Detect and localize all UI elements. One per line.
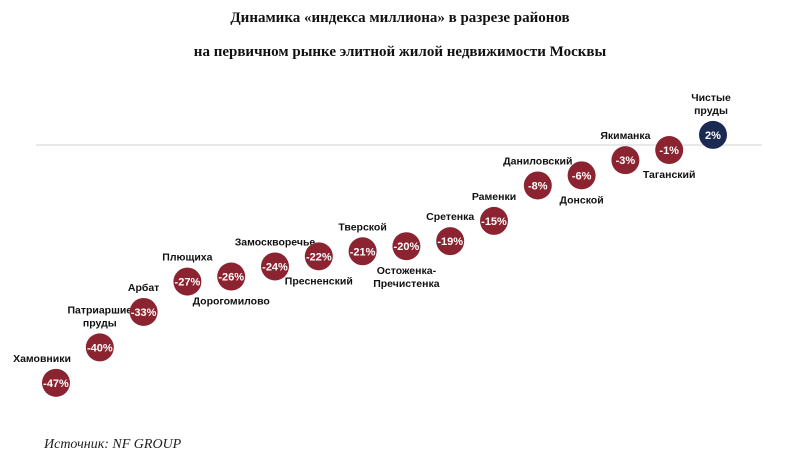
- data-point: -22% Пресненский: [285, 242, 353, 287]
- data-point: -24% Замоскворечье: [235, 236, 316, 281]
- data-point: -15% Раменки: [472, 191, 516, 235]
- source-note: Источник: NF GROUP: [44, 437, 182, 452]
- district-name-label: Арбат: [128, 282, 159, 294]
- district-name-label: Плющиха: [162, 252, 212, 264]
- data-point-marker: [348, 237, 377, 266]
- data-point-value-label: -40%: [87, 342, 113, 354]
- data-point-marker: [129, 297, 158, 326]
- district-name-label: Патриаршие пруды: [67, 304, 132, 329]
- district-name-label: Замоскворечье: [235, 236, 316, 248]
- data-point-marker: [85, 333, 114, 362]
- data-point: -6% Донской: [559, 161, 604, 206]
- data-point-value-label: -20%: [394, 241, 420, 253]
- data-point-marker: [567, 161, 596, 190]
- data-point-value-label: 2%: [705, 130, 721, 142]
- data-point-marker: [261, 252, 289, 281]
- data-point-value-label: -19%: [437, 236, 463, 248]
- data-point-value-label: -6%: [572, 170, 592, 182]
- chart-title-line1: Динамика «индекса миллиона» в разрезе ра…: [230, 10, 570, 26]
- data-point-marker: [304, 242, 333, 271]
- data-point-marker: [655, 136, 684, 165]
- data-point: -26% Дорогомилово: [193, 262, 270, 308]
- data-point-marker: [699, 120, 727, 149]
- data-point-value-label: -33%: [131, 307, 157, 319]
- data-point-value-label: -22%: [306, 251, 332, 263]
- data-point-value-label: -27%: [175, 277, 201, 289]
- data-point: -8% Даниловский: [503, 155, 572, 200]
- district-name-label: Даниловский: [503, 155, 572, 167]
- data-points-group: -47% Хамовники -40% Патриаршие пруды-33% Арба…: [13, 92, 731, 397]
- data-point-value-label: -21%: [350, 246, 376, 258]
- data-point-marker: [523, 171, 552, 200]
- data-point-marker: [217, 262, 246, 291]
- district-name-label: Пресненский: [285, 275, 353, 287]
- district-name-label: Остоженка-Пречистенка: [373, 265, 440, 290]
- district-name-label: Сретенка: [426, 211, 474, 223]
- data-point-value-label: -8%: [528, 180, 548, 192]
- district-name-label: Донской: [559, 194, 603, 206]
- data-point: -20% Остоженка-Пречистенка: [373, 232, 440, 290]
- data-point: -33% Арбат: [128, 282, 159, 326]
- data-point: -47% Хамовники: [13, 353, 71, 397]
- data-point-marker: [611, 146, 640, 175]
- data-point-marker: [392, 232, 421, 261]
- data-point: -3% Якиманка: [600, 130, 651, 175]
- data-point-value-label: -3%: [616, 155, 636, 167]
- data-point: -19% Сретенка: [426, 211, 474, 256]
- data-point: -21% Тверской: [338, 221, 387, 266]
- data-point: -1% Таганский: [643, 136, 696, 181]
- district-name-label: Дорогомилово: [193, 296, 270, 308]
- data-point-marker: [480, 206, 508, 235]
- data-point: -40% Патриаршие пруды: [67, 304, 132, 362]
- district-name-label: Раменки: [472, 191, 516, 203]
- district-name-label: Таганский: [643, 169, 696, 181]
- chart-title-line2: на первичном рынке элитной жилой недвижи…: [193, 44, 607, 60]
- data-point-value-label: -1%: [659, 145, 679, 157]
- data-point-value-label: -15%: [481, 216, 507, 228]
- district-name-label: Хамовники: [13, 353, 71, 365]
- data-point: 2% Чистые пруды: [691, 92, 731, 149]
- district-name-label: Чистые пруды: [691, 92, 731, 117]
- data-point-value-label: -24%: [262, 261, 288, 273]
- data-point: -27% Плющиха: [162, 252, 213, 296]
- data-point-marker: [173, 267, 202, 296]
- data-point-marker: [436, 227, 465, 256]
- district-name-label: Тверской: [338, 221, 386, 233]
- district-name-label: Якиманка: [600, 130, 650, 142]
- data-point-marker: [42, 368, 70, 397]
- data-point-value-label: -47%: [43, 378, 69, 390]
- data-point-value-label: -26%: [218, 272, 244, 284]
